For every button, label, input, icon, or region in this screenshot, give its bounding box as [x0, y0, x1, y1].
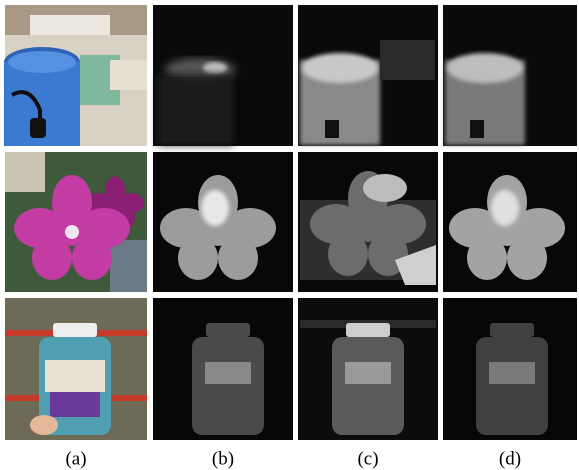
saliency-b [153, 152, 293, 292]
panel-label: (c) [357, 448, 378, 469]
row-3 [5, 298, 577, 440]
panel-label: (d) [499, 448, 521, 469]
saliency-b [153, 298, 293, 440]
saliency-c [298, 5, 438, 146]
photo-bottle [5, 298, 147, 440]
row-2 [5, 152, 577, 292]
saliency-d [443, 152, 577, 292]
saliency-c [298, 152, 438, 292]
saliency-d [443, 298, 577, 440]
figure: (a) (b) (c) (d) [0, 0, 579, 470]
panel-label: (b) [212, 448, 234, 469]
row-1 [4, 5, 577, 146]
photo-orchid [5, 152, 147, 292]
saliency-b [153, 5, 293, 146]
panel-label: (a) [65, 448, 86, 469]
saliency-c [298, 298, 438, 440]
photo-desk [4, 5, 147, 146]
saliency-d [443, 5, 577, 146]
